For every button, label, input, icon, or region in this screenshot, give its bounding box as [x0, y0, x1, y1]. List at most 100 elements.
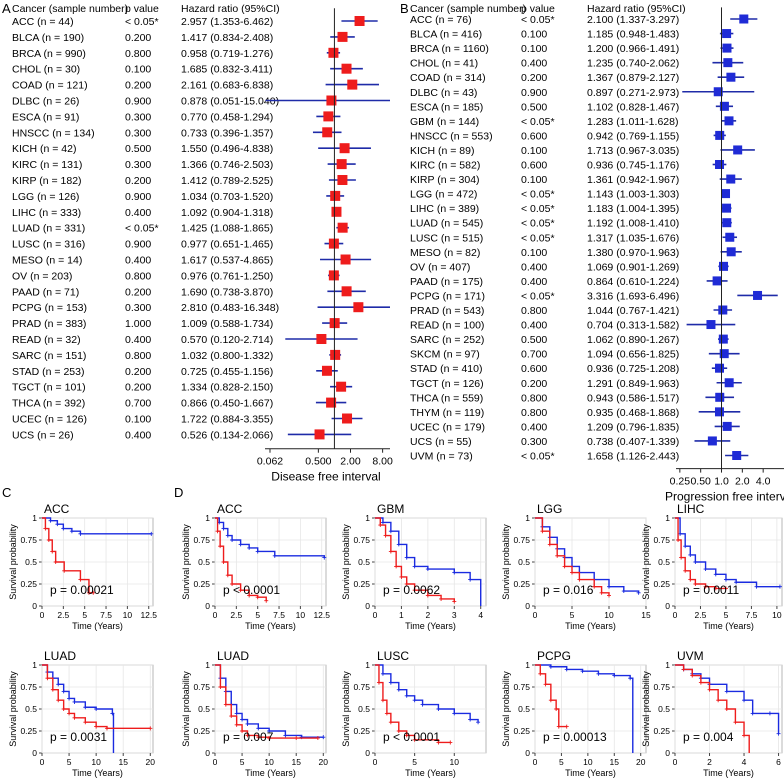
forest-row-hr-text: 0.936 (0.725-1.208): [587, 363, 679, 375]
km-censor-mark: [733, 720, 738, 725]
km-censor-mark: [548, 664, 553, 669]
forest-row-label: KICH (n = 89): [410, 145, 474, 157]
km-censor-mark: [394, 564, 399, 569]
forest-row-pvalue: 0.600: [521, 160, 547, 172]
km-censor-mark: [612, 673, 617, 678]
forest-row-hr-text: 1.062 (0.890-1.267): [587, 334, 679, 346]
km-censor-mark: [283, 733, 288, 738]
km-x-tick-label: 10: [583, 757, 593, 767]
forest-row-hr-text: 1.380 (0.970-1.963): [587, 247, 679, 259]
forest-x-tick-label: 0.062: [257, 456, 283, 468]
km-x-tick-label: 2: [425, 610, 430, 620]
forest-row-label: PAAD (n = 71): [12, 286, 79, 298]
km-censor-mark: [94, 724, 99, 729]
km-y-tick-label: 0.5: [358, 557, 370, 567]
forest-row-pvalue: 0.400: [521, 58, 547, 70]
forest-row-hr-text: 0.866 (0.450-1.667): [181, 398, 273, 410]
km-censor-mark: [238, 588, 243, 593]
forest-row-hr-text: 0.943 (0.586-1.517): [587, 392, 679, 404]
km-censor-mark: [230, 538, 235, 542]
km-censor-mark: [452, 570, 457, 575]
km-x-tick-label: 15: [641, 610, 651, 620]
km-censor-mark: [724, 689, 729, 694]
forest-row-hr-text: 0.935 (0.468-1.868): [587, 407, 679, 419]
forest-hr-box: [721, 189, 731, 199]
km-panel-title: GBM: [377, 502, 404, 516]
km-censor-mark: [596, 671, 601, 676]
km-y-tick-label: 1: [205, 660, 210, 670]
km-censor-mark: [754, 584, 759, 589]
forest-row-pvalue: 0.800: [521, 305, 547, 317]
forest-hr-box: [714, 407, 724, 417]
km-censor-mark: [255, 595, 260, 600]
km-censor-mark: [713, 586, 718, 591]
km-censor-mark: [599, 590, 604, 595]
km-censor-mark: [396, 729, 401, 733]
km-censor-mark: [45, 676, 50, 681]
km-y-tick-label: 0.5: [658, 557, 670, 567]
forest-row-pvalue: 0.800: [125, 48, 151, 60]
km-x-tick-label: 5: [570, 610, 575, 620]
forest-row-hr-text: 1.690 (0.738-3.870): [181, 286, 273, 298]
km-censor-mark: [412, 698, 417, 703]
km-x-axis-title: Time (Years): [703, 621, 754, 631]
km-pvalue-annotation: p = 0.007: [223, 730, 274, 744]
km-pvalue-annotation: p = 0.016: [543, 583, 594, 597]
km-y-tick-label: 0.25: [353, 726, 370, 736]
km-censor-mark: [396, 687, 401, 692]
forest-row-pvalue: 0.600: [521, 363, 547, 375]
km-censor-mark: [592, 584, 597, 589]
forest-hr-box: [326, 397, 337, 408]
km-y-tick-label: 1: [32, 660, 37, 670]
forest-row-pvalue: 0.900: [125, 191, 151, 203]
km-y-tick-label: 0.25: [20, 726, 37, 736]
forest-hr-box: [328, 238, 339, 249]
km-y-tick-label: 0.75: [513, 535, 530, 545]
km-y-tick-label: 0: [205, 748, 210, 758]
km-x-tick-label: 15: [610, 757, 620, 767]
km-censor-mark: [72, 715, 77, 720]
km-x-tick-label: 0: [40, 757, 45, 767]
forest-row-hr-text: 2.161 (0.683-6.838): [181, 80, 273, 92]
forest-row-hr-text: 1.291 (0.849-1.963): [587, 378, 679, 390]
km-pvalue-annotation: p < 0.0001: [223, 583, 280, 597]
km-x-tick-label: 5: [240, 757, 245, 767]
forest-hr-box: [715, 160, 725, 169]
km-censor-mark: [83, 705, 88, 710]
km-censor-mark: [110, 711, 115, 716]
km-y-tick-label: 0.25: [513, 579, 530, 589]
km-censor-mark: [580, 669, 585, 674]
km-censor-mark: [404, 555, 409, 560]
forest-row-pvalue: 0.100: [125, 414, 151, 426]
forest-row-hr-text: 0.864 (0.610-1.224): [587, 276, 679, 288]
km-censor-mark: [723, 577, 728, 582]
km-y-tick-label: 0.75: [193, 535, 210, 545]
km-x-tick-label: 20: [146, 757, 156, 767]
forest-row-label: THCA (n = 392): [12, 398, 85, 410]
km-y-tick-label: 0.75: [193, 682, 210, 692]
km-censor-mark: [223, 702, 228, 707]
km-x-axis-title: Time (Years): [245, 621, 296, 631]
km-y-tick-label: 0.75: [20, 682, 37, 692]
km-y-tick-label: 0.5: [198, 704, 210, 714]
forest-row-pvalue: 0.100: [521, 174, 547, 186]
km-censor-mark: [636, 590, 641, 595]
forest-row-label: CHOL (n = 41): [410, 58, 478, 70]
forest-x-tick-label: 0.500: [305, 456, 331, 468]
km-censor-mark: [46, 538, 51, 542]
forest-hr-box: [719, 261, 729, 271]
forest-row-pvalue: 0.300: [125, 127, 151, 139]
km-censor-mark: [234, 722, 239, 727]
forest-hr-box: [328, 270, 339, 281]
km-censor-mark: [564, 667, 569, 672]
km-y-tick-label: 0.75: [653, 535, 670, 545]
forest-hr-box: [718, 334, 728, 344]
km-pvalue-annotation: p = 0.00013: [543, 730, 607, 744]
forest-row-hr-text: 1.032 (0.800-1.332): [181, 350, 273, 362]
forest-x-tick-label: 4.0: [756, 476, 771, 488]
forest-row-hr-text: 2.100 (1.337-3.297): [587, 14, 679, 26]
forest-hr-box: [336, 381, 347, 392]
km-y-tick-label: 0.5: [518, 704, 530, 714]
forest-x-tick-label: 2.00: [340, 456, 361, 468]
